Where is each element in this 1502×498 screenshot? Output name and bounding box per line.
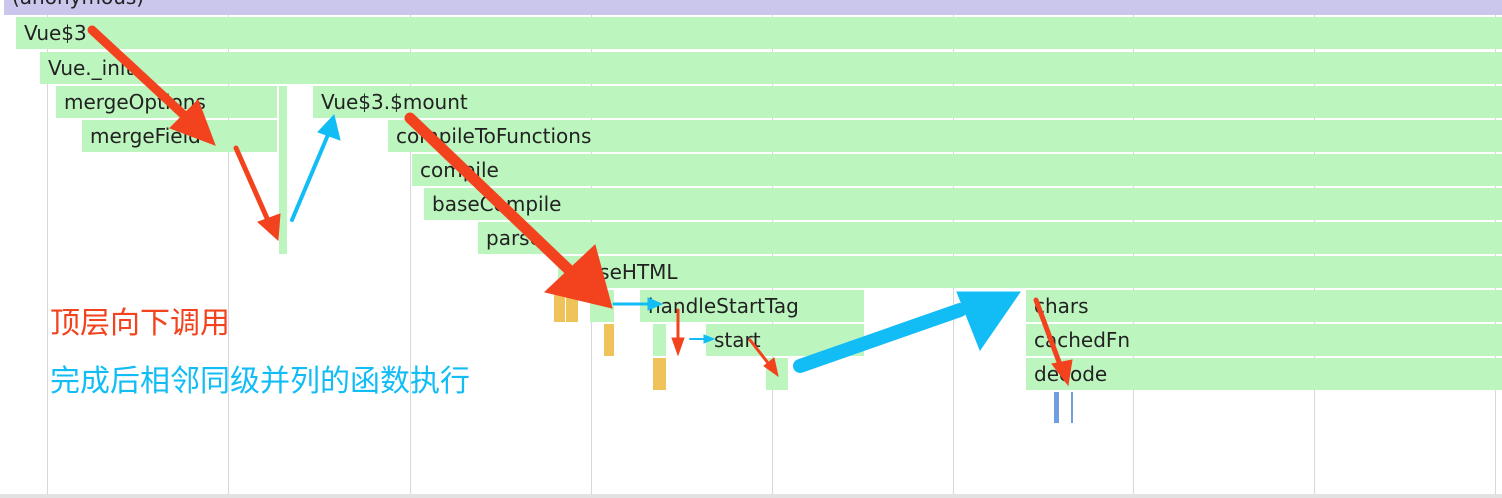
frame-script[interactable] (554, 290, 565, 322)
red-arrow-head (169, 99, 216, 146)
frame-base-compile[interactable]: baseCompile (424, 188, 1502, 220)
frame-mount[interactable]: Vue$3.$mount (313, 86, 1502, 118)
frame-script[interactable] (604, 324, 614, 356)
blue-arrow (290, 128, 332, 222)
red-arrow (1033, 297, 1065, 373)
frame-gc[interactable] (1054, 392, 1059, 423)
frame-vue3[interactable]: Vue$3 (16, 17, 1502, 49)
annotation-siblings: 完成后相邻同级并列的函数执行 (50, 364, 470, 399)
frame-script[interactable] (653, 358, 666, 390)
frame-vue-init[interactable]: Vue._init (40, 52, 1502, 84)
frame-anonymous[interactable]: (anonymous) (4, 0, 1502, 15)
grid-line (410, 0, 411, 498)
red-arrow (233, 145, 273, 228)
frame-parse-html[interactable]: parseHTML (558, 256, 1502, 288)
frame-small[interactable] (653, 324, 666, 356)
frame-chars[interactable]: chars (1026, 290, 1502, 322)
blue-arrow (793, 303, 967, 373)
annotation-top-down: 顶层向下调用 (50, 306, 230, 341)
frame-cached-fn[interactable]: cachedFn (1026, 324, 1502, 356)
grid-line (47, 0, 48, 498)
frame-small[interactable] (279, 86, 287, 254)
red-arrow (87, 25, 205, 135)
red-arrow (404, 112, 596, 296)
frame-gc[interactable] (1071, 392, 1073, 423)
frame-decode[interactable]: decode (1026, 358, 1502, 390)
frame-start[interactable]: start (706, 324, 864, 356)
timeline-scrollbar[interactable] (0, 494, 1502, 498)
grid-line (228, 0, 229, 498)
frame-parse[interactable]: parse (478, 222, 1502, 254)
